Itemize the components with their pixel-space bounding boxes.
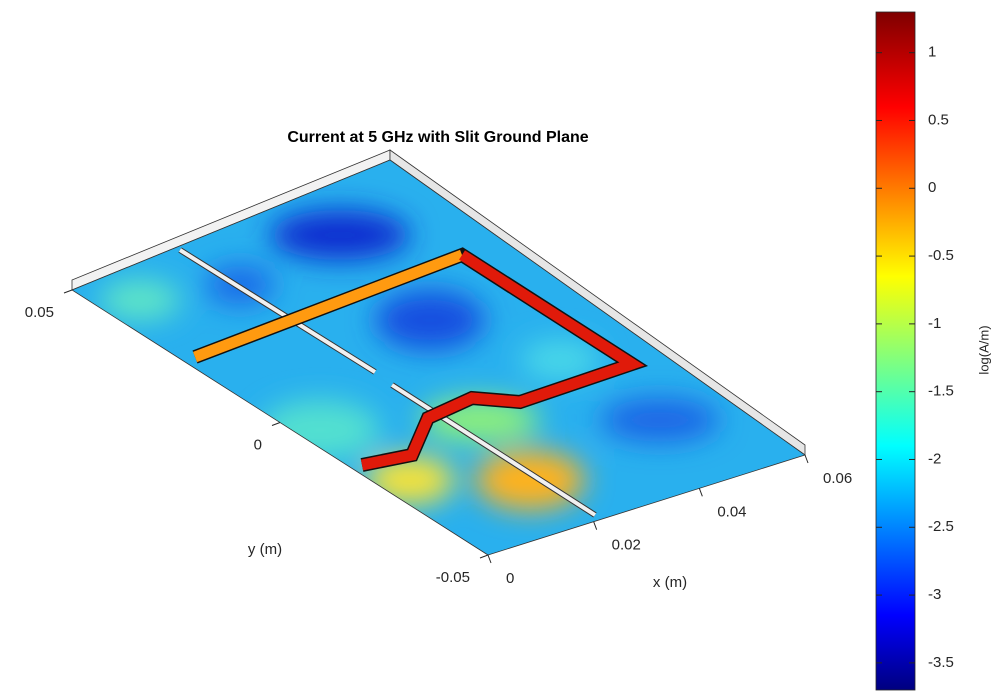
colorbar-tick-label: -0.5 [928, 247, 954, 264]
chart-title: Current at 5 GHz with Slit Ground Plane [287, 129, 588, 146]
y-tick-label: -0.05 [436, 569, 470, 586]
y-axis-label: y (m) [248, 541, 282, 558]
x-tick-label: 0 [506, 570, 514, 587]
colorbar-tick-label: -3 [928, 586, 941, 603]
y-tick [63, 289, 73, 294]
colorbar-tick-label: 0 [928, 179, 936, 196]
colorbar [875, 11, 916, 691]
slit [178, 248, 377, 374]
y-tick [271, 422, 281, 426]
x-tick-label: 0.02 [612, 537, 641, 554]
y-tick [479, 554, 489, 559]
colorbar-tick-label: -2.5 [928, 518, 954, 535]
colorbar-tick-label: -1 [928, 315, 941, 332]
feed-line [193, 249, 464, 363]
colorbar-tick-label: -1.5 [928, 383, 954, 400]
x-tick-label: 0.04 [717, 503, 746, 520]
x-tick [487, 554, 492, 564]
x-tick [593, 521, 598, 530]
current-field [72, 160, 805, 555]
colorbar-label: log(A/m) [976, 325, 991, 374]
colorbar-tick-label: 1 [928, 44, 936, 61]
colorbar-tick-label: 0.5 [928, 111, 949, 128]
x-tick [698, 488, 703, 497]
x-tick [804, 454, 809, 464]
x-axis-label: x (m) [653, 574, 687, 591]
colorbar-tick-label: -2 [928, 450, 941, 467]
y-tick-label: 0 [254, 436, 262, 453]
y-tick-label: 0.05 [25, 304, 54, 321]
slit [390, 383, 597, 517]
colorbar-tick-label: -3.5 [928, 654, 954, 671]
x-tick-label: 0.06 [823, 470, 852, 487]
feed-line [360, 250, 645, 471]
